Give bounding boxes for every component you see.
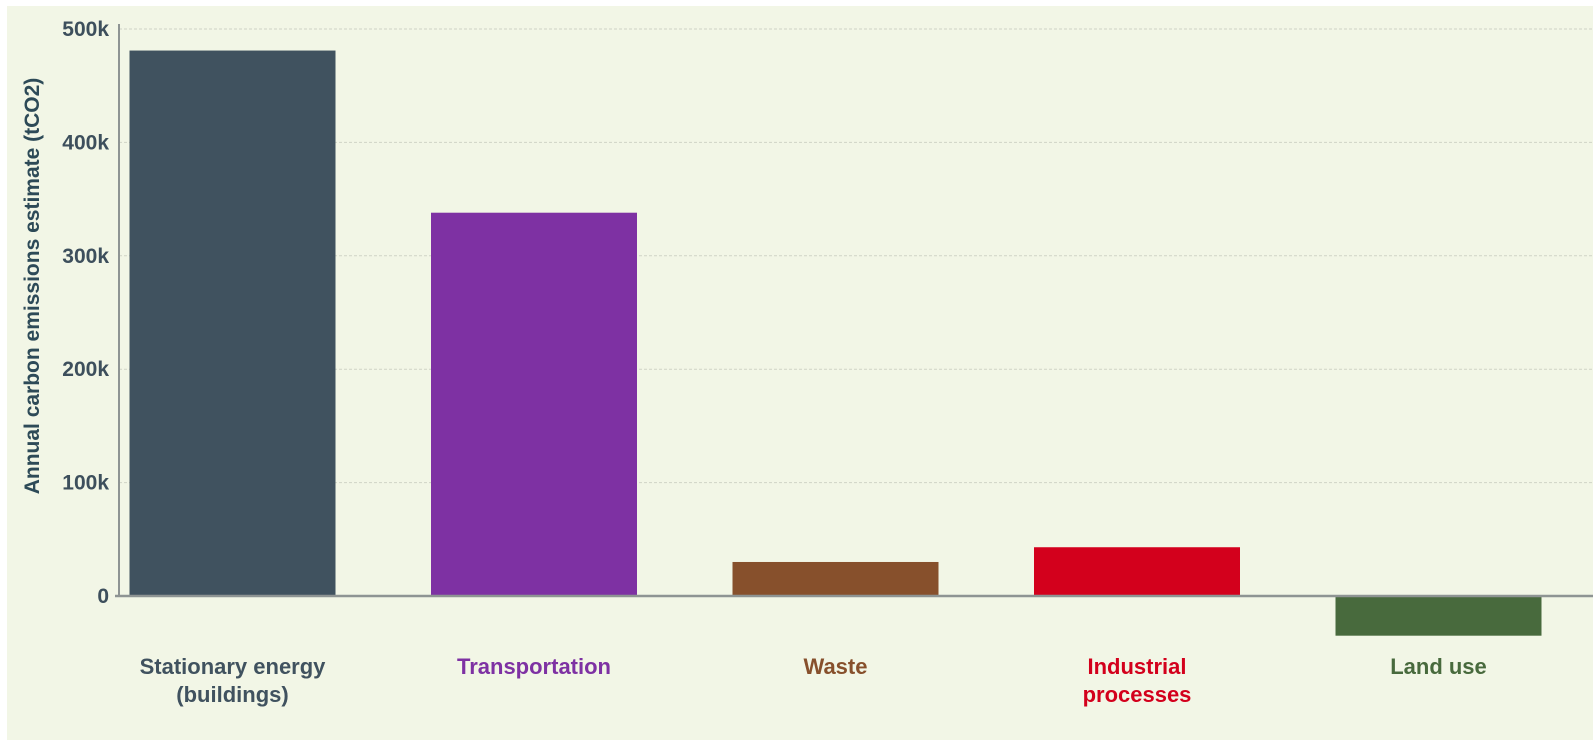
category-label: (buildings) (176, 682, 288, 707)
gridlines (119, 28, 1593, 484)
y-axis-title: Annual carbon emissions estimate (tCO2) (21, 78, 44, 495)
category-labels: Stationary energy (buildings) Transportati… (140, 654, 1487, 707)
bar-1 (431, 212, 637, 596)
chart-panel: 0 100k 200k 300k 400k 500k Stationary energy (… (7, 6, 1593, 740)
category-label: Industrial (1087, 654, 1186, 679)
y-tick-label: 500k (62, 18, 109, 41)
y-tick-label: 200k (62, 358, 109, 381)
category-label: Land use (1390, 654, 1487, 679)
category-label: Waste (804, 654, 868, 679)
bar-2 (732, 561, 939, 596)
y-tick-label: 400k (62, 131, 109, 154)
bar-chart: 0 100k 200k 300k 400k 500k Stationary energy (… (21, 18, 1593, 707)
bars (129, 50, 1542, 636)
y-tick-label: 0 (97, 585, 109, 608)
category-label: processes (1083, 682, 1192, 707)
category-label: Transportation (457, 654, 611, 679)
bar-0 (129, 50, 336, 596)
y-tick-label: 100k (62, 472, 109, 495)
bar-3 (1034, 547, 1240, 596)
axes (115, 24, 1593, 598)
category-label: Stationary energy (140, 654, 327, 679)
y-tick-label: 300k (62, 245, 109, 268)
bar-4 (1335, 596, 1542, 636)
y-tick-labels: 0 100k 200k 300k 400k 500k (62, 18, 109, 608)
